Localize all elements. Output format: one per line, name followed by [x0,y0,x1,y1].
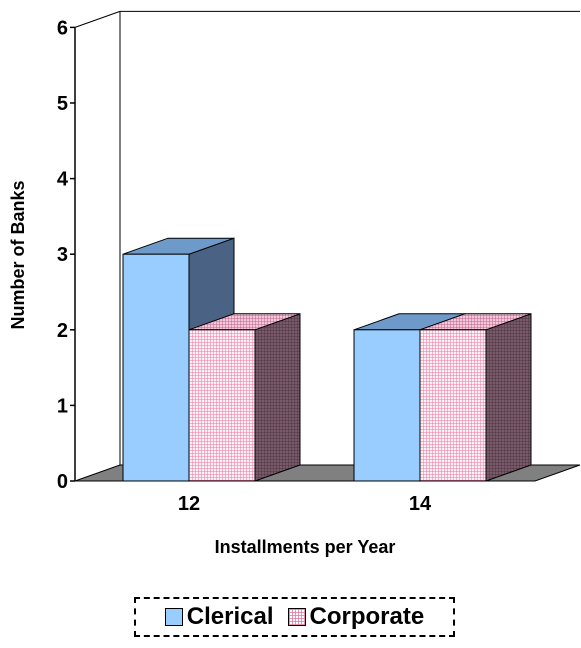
legend: Clerical Corporate [134,597,455,637]
legend-label-corporate: Corporate [309,603,425,630]
legend-label-clerical: Clerical [186,603,274,630]
bar-corporate-12 [188,313,301,482]
bar-front-face [353,329,421,482]
legend-item-corporate: Corporate [287,603,425,631]
bar-side-face [254,313,301,482]
legend-swatch-corporate [287,608,306,626]
x-tick-label: 12 [178,493,200,515]
side-wall-top-edge [74,10,121,28]
bar-corporate-14 [419,313,532,482]
bar-side-face [485,313,532,482]
y-tick-label: 5 [57,93,68,115]
y-tick-label: 2 [57,320,68,342]
bar-front-face [122,253,190,482]
y-tick-label: 6 [57,17,68,39]
y-axis-label: Number of Banks [8,180,28,329]
bar-front-face [188,329,256,482]
legend-item-clerical: Clerical [164,603,274,631]
y-tick-label: 0 [57,471,68,493]
bar-front-face [419,329,487,482]
x-tick-label: 14 [409,493,432,515]
legend-swatch-clerical [164,608,183,626]
y-tick-label: 1 [57,395,68,417]
y-tick-label: 4 [57,169,69,191]
y-tick-label: 3 [57,244,68,266]
x-axis-label: Installments per Year [215,537,396,557]
